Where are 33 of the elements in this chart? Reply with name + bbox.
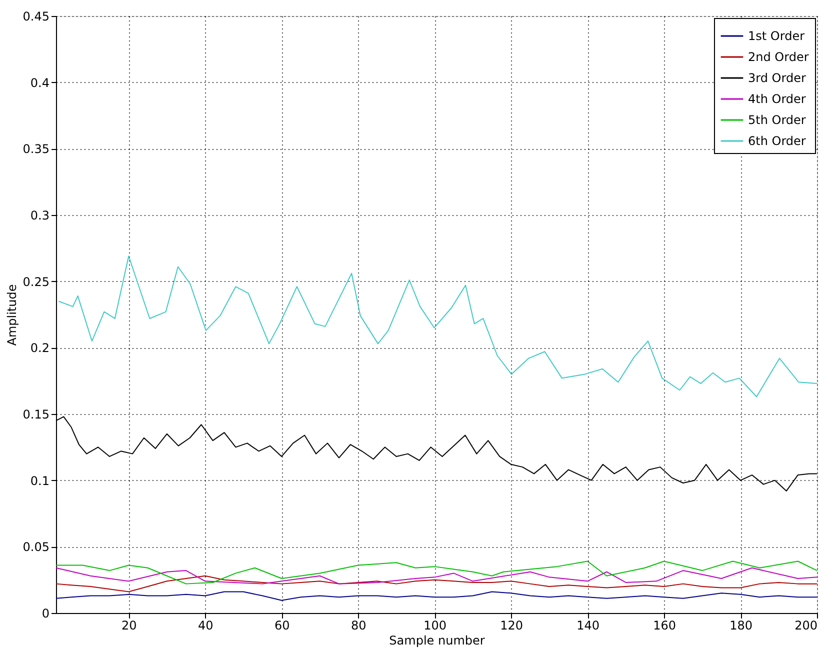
x-tick-label: 140 — [576, 618, 600, 632]
x-tick-label: 200 — [794, 618, 818, 632]
y-tick-label: 0.15 — [22, 408, 50, 422]
legend-label: 6th Order — [748, 134, 806, 148]
x-tick-label: 40 — [198, 618, 214, 632]
legend-label: 1st Order — [748, 29, 805, 43]
line-series — [58, 256, 818, 398]
line-series — [56, 575, 818, 592]
x-tick-label: 120 — [500, 618, 524, 632]
line-series — [56, 567, 818, 584]
y-tick-label: 0.2 — [30, 341, 50, 356]
line-series — [56, 591, 818, 601]
y-tick-label: 0.3 — [30, 208, 50, 222]
legend-label: 3rd Order — [748, 71, 806, 85]
y-tick-label: 0 — [42, 606, 50, 620]
line-series — [56, 560, 818, 584]
x-tick-label: 20 — [122, 618, 137, 632]
y-tick-label: 0.35 — [22, 142, 50, 156]
legend-label: 2nd Order — [748, 50, 809, 64]
y-tick-label: 0.05 — [22, 540, 50, 554]
x-tick-label: 60 — [274, 618, 290, 632]
x-axis-title: Sample number — [389, 634, 485, 648]
x-tick-label: 180 — [730, 618, 752, 632]
legend-label: 5th Order — [748, 113, 806, 127]
x-tick-label: 160 — [653, 618, 676, 632]
y-tick-label: 0.45 — [22, 10, 50, 24]
y-tick-label: 0.25 — [22, 274, 50, 289]
x-tick-label: 100 — [424, 618, 447, 632]
y-tick-label: 0.4 — [30, 76, 50, 90]
x-tick-label: 80 — [350, 618, 366, 632]
y-axis-title: Amplitude — [4, 284, 19, 346]
legend-label: 4th Order — [748, 92, 806, 106]
y-tick-label: 0.1 — [30, 474, 50, 488]
